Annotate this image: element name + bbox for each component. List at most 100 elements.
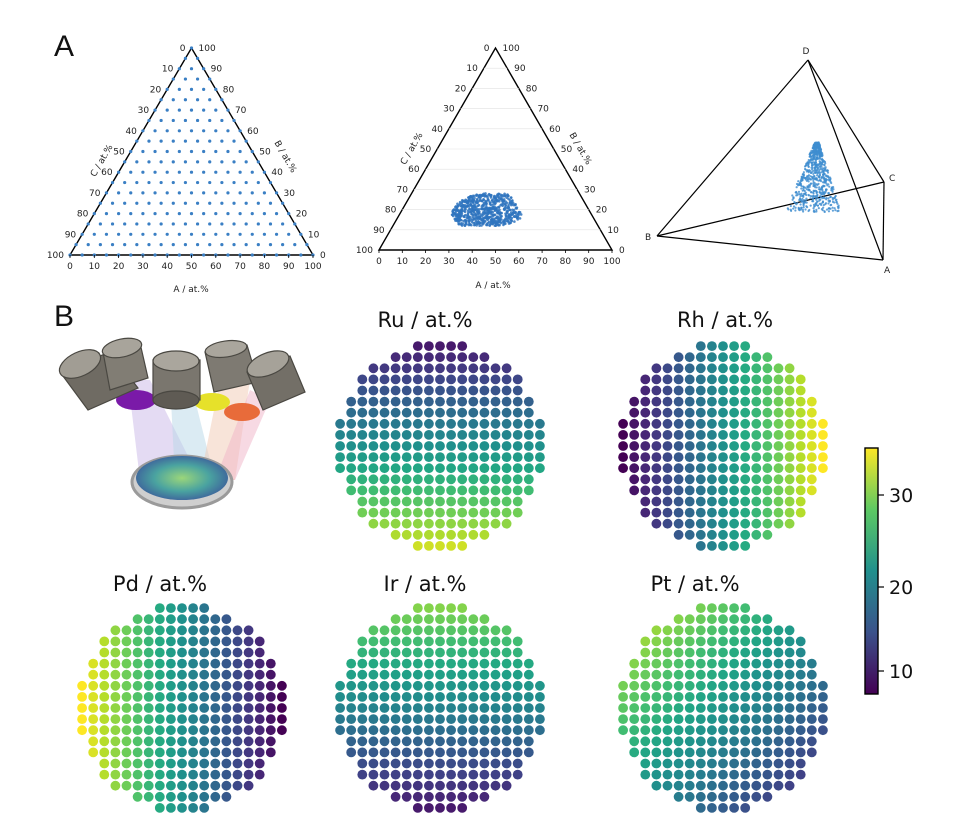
ternary-grid-point [208, 160, 212, 164]
wafer-dot [88, 703, 99, 713]
ternary-cluster-point [469, 217, 473, 221]
wafer-dot [177, 658, 187, 669]
wafer-dot [232, 714, 243, 724]
wafer-dot [662, 463, 673, 474]
wafer-dot [695, 474, 706, 485]
wafer-dot [457, 603, 468, 613]
tetra-point [813, 155, 817, 158]
ternary-grid-point [110, 243, 115, 247]
ternary1-c-tick-20: 20 [150, 85, 162, 95]
wafer-dot [99, 725, 110, 736]
wafer-dot [232, 780, 243, 791]
wafer-dot [618, 680, 628, 691]
wafer-dot [718, 669, 728, 680]
wafer-dot [784, 474, 795, 485]
wafer-dot [457, 385, 468, 396]
wafer-dot [707, 791, 717, 802]
tetra-point [831, 189, 834, 192]
wafer-dot [512, 430, 523, 440]
ternary-grid-point [256, 201, 260, 205]
wafer-dot [243, 780, 254, 791]
wafer-dot [662, 703, 673, 713]
wafer-dot [166, 791, 176, 802]
ternary-grid-point [153, 253, 157, 257]
wafer-dot [695, 658, 706, 669]
ternary-grid-point [183, 222, 188, 226]
wafer-dot [490, 396, 501, 407]
wafer-dot [795, 669, 806, 680]
wafer-dot [368, 680, 379, 691]
wafer-dot [412, 680, 423, 691]
wafer-dot [490, 518, 501, 529]
tetra-point [802, 200, 805, 203]
wafer-dot [265, 736, 276, 747]
wafer-dot [501, 518, 512, 529]
wafer-dot [673, 747, 684, 758]
wafer-dot [784, 747, 795, 758]
wafer-dot [357, 374, 368, 385]
wafer-dot [177, 725, 187, 736]
ternary-grid-point [165, 149, 169, 154]
tetra-point [801, 197, 804, 201]
wafer-dot [479, 680, 490, 691]
wafer-dot [795, 463, 806, 474]
wafer-map-4 [618, 603, 828, 813]
wafer-dot [424, 507, 434, 518]
wafer-dot [762, 518, 773, 529]
ternary2-a-tick-40: 40 [466, 257, 478, 267]
tetra-point [818, 202, 821, 205]
tetra-point [824, 202, 828, 205]
wafer-dot [446, 430, 456, 440]
wafer-dot [121, 714, 132, 724]
wafer-dot [695, 747, 706, 758]
ternary-grid-point [177, 67, 181, 71]
wafer-dot [512, 452, 523, 462]
ternary-grid-point [171, 77, 175, 81]
wafer-dot [740, 407, 751, 418]
wafer-dot [479, 625, 490, 636]
wafer-dot [379, 496, 390, 507]
wafer-dot [618, 418, 628, 429]
ternary-grid-point [135, 139, 139, 143]
wafer-dot [154, 647, 165, 658]
wafer-dot [412, 418, 423, 429]
wafer-dot [673, 496, 684, 507]
wafer-dot [177, 603, 187, 613]
wafer-dot [412, 452, 423, 462]
wafer-dot [707, 658, 717, 669]
tetra-point [805, 193, 808, 197]
wafer-dot [707, 418, 717, 429]
wafer-dot [390, 780, 401, 791]
tetra-point [813, 175, 816, 178]
wafer-dot [412, 803, 423, 813]
tetra-point [818, 157, 821, 160]
wafer-dot [435, 407, 445, 418]
wafer-dot [490, 374, 501, 385]
wafer-dot [265, 703, 276, 713]
tetra-point [817, 166, 820, 170]
wafer-dot [99, 669, 110, 680]
ternary-cluster-point [485, 215, 489, 218]
tetra-point [825, 182, 828, 185]
wafer-dot [729, 703, 739, 713]
wafer-dot [818, 703, 828, 713]
wafer-dot [77, 680, 87, 691]
wafer-dot [795, 452, 806, 462]
ternary-cluster-point [473, 223, 476, 227]
ternary-cluster-point [493, 194, 496, 198]
wafer-dot [166, 625, 176, 636]
wafer-dot [412, 374, 423, 385]
ternary-cluster-point [514, 203, 517, 206]
wafer-dot [512, 680, 523, 691]
wafer-dot [166, 803, 176, 813]
wafer-dot [390, 474, 401, 485]
tetra-point [820, 193, 823, 196]
ternary-cluster-point [470, 223, 473, 227]
wafer-dot [718, 452, 728, 462]
wafer-dot [695, 463, 706, 474]
ternary-grid-point [159, 160, 163, 164]
tetra-point [825, 208, 829, 211]
wafer-dot [806, 669, 817, 680]
wafer-dot [435, 474, 445, 485]
